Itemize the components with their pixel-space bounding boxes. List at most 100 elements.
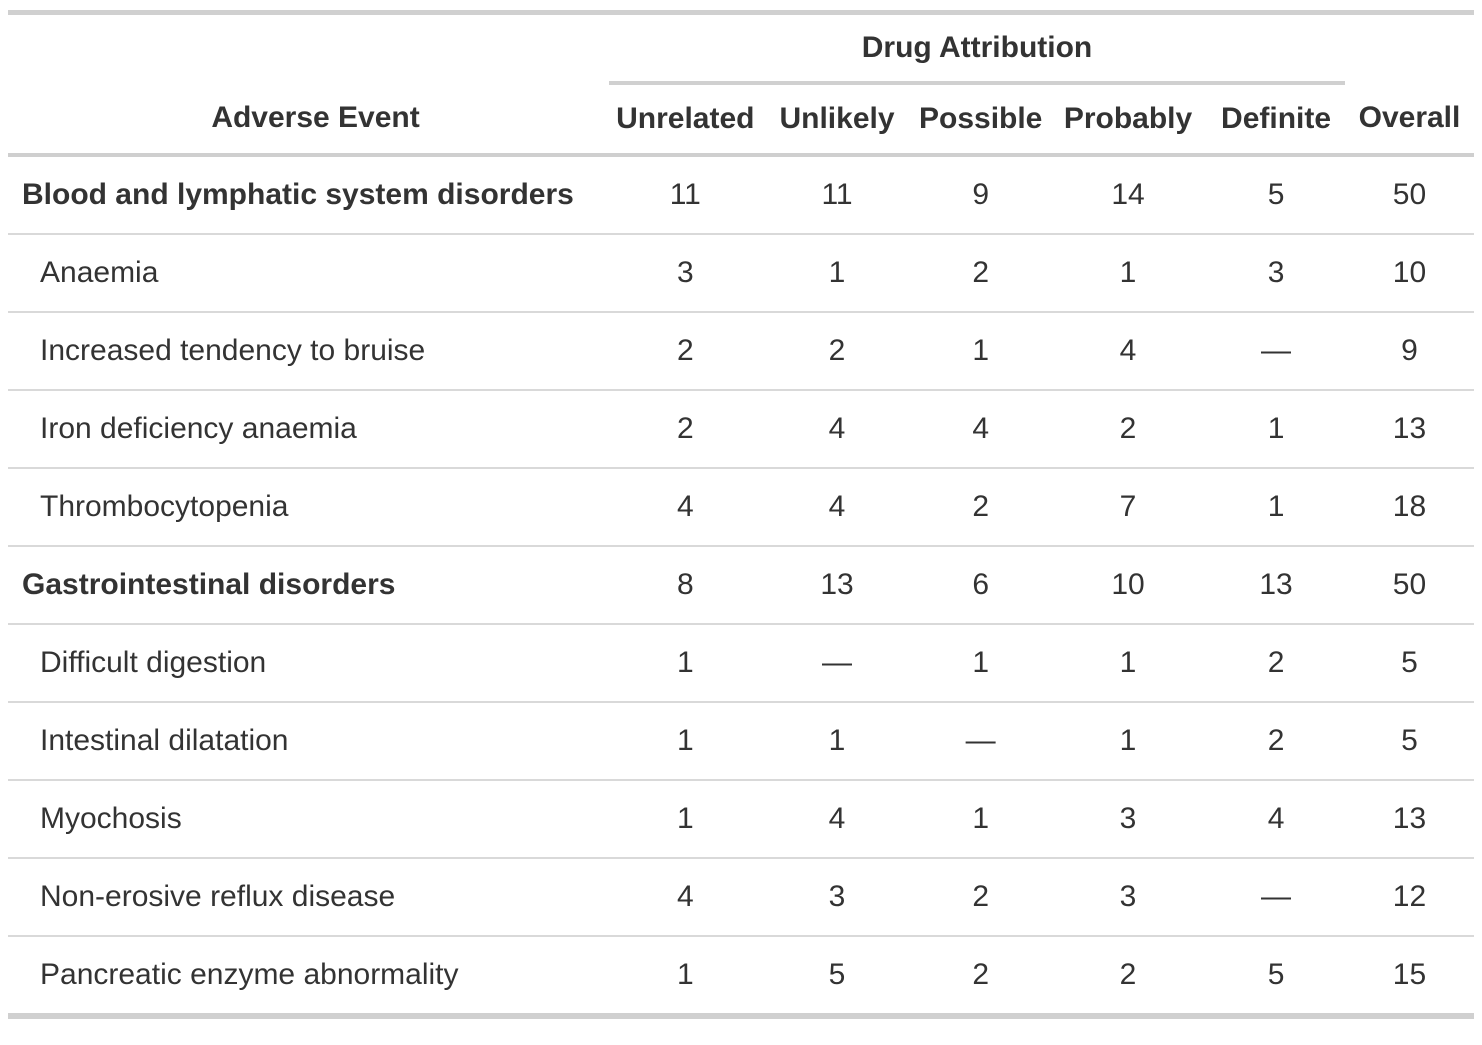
event-row: Myochosis 1 4 1 3 4 13 — [8, 779, 1474, 858]
cell-value: 1 — [1207, 389, 1345, 468]
row-label: Thrombocytopenia — [8, 467, 610, 546]
row-label: Iron deficiency anaemia — [8, 389, 610, 468]
spanner-row: Drug Attribution — [8, 12, 1474, 85]
cell-value: 10 — [1344, 233, 1474, 312]
row-label: Difficult digestion — [8, 623, 610, 702]
cell-value: 4 — [609, 857, 762, 936]
cell-value: 4 — [761, 779, 913, 858]
cell-value: 2 — [1207, 623, 1345, 702]
event-row: Pancreatic enzyme abnormality 1 5 2 2 5 15 — [8, 935, 1474, 1016]
cell-value: 1 — [912, 311, 1049, 390]
event-row: Increased tendency to bruise 2 2 1 4—9 — [8, 311, 1474, 390]
cell-value: 2 — [1048, 935, 1208, 1016]
cell-value: 2 — [761, 311, 913, 390]
cell-value: 11 — [669, 178, 701, 211]
row-label: Blood and lymphatic system disorders — [22, 178, 574, 211]
spanner-spacer-left — [8, 13, 609, 84]
row-label: Myochosis — [8, 779, 610, 858]
column-header-adverse-event: Adverse Event — [8, 83, 610, 157]
cell-value: 5 — [1207, 935, 1345, 1016]
cell-value: 4 — [761, 467, 913, 546]
cell-value: 9 — [1344, 311, 1474, 390]
row-label: Gastrointestinal disorders — [8, 545, 610, 624]
cell-value: — — [912, 701, 1049, 780]
adverse-events-table: Drug Attribution Adverse Event Unrelated… — [8, 10, 1474, 1019]
column-header-definite: Definite — [1207, 83, 1345, 157]
cell-value: 15 — [1344, 935, 1474, 1016]
cell-value: 1 — [1048, 233, 1208, 312]
cell-value: 1 — [609, 623, 762, 702]
cell-value: 3 — [1207, 233, 1345, 312]
cell-value: 4 — [1207, 779, 1345, 858]
cell-value: 1 — [609, 701, 762, 780]
cell-value: 9 — [972, 178, 990, 211]
group-row: Gastrointestinal disorders 8 13 6 10 13 50 — [8, 545, 1474, 624]
cell-value: 4 — [609, 467, 762, 546]
event-row: Iron deficiency anaemia 2 4 4 2 1 13 — [8, 389, 1474, 468]
cell-value: 7 — [1048, 467, 1208, 546]
event-row: Intestinal dilatation 1 1—1 2 5 — [8, 701, 1474, 780]
column-header-row: Adverse Event Unrelated Unlikely Possibl… — [8, 83, 1474, 157]
row-label: Non-erosive reflux disease — [8, 857, 610, 936]
cell-value: — — [1207, 857, 1345, 936]
cell-value: 13 — [761, 545, 913, 624]
cell-value: 3 — [761, 857, 913, 936]
column-header-overall: Overall — [1344, 83, 1474, 157]
cell-value: 1 — [609, 935, 762, 1016]
cell-value: 2 — [609, 311, 762, 390]
cell-value: 1 — [609, 779, 762, 858]
cell-value: 3 — [1048, 857, 1208, 936]
event-row: Anaemia 3 1 2 1 3 10 — [8, 233, 1474, 312]
column-header-possible: Possible — [912, 83, 1049, 157]
cell-value: 2 — [609, 389, 762, 468]
cell-value: 13 — [1344, 779, 1474, 858]
cell-value: 13 — [1344, 389, 1474, 468]
cell-value: 4 — [1048, 311, 1208, 390]
table-body: Blood and lymphatic system disorders 11 11… — [8, 155, 1474, 1016]
row-label: Anaemia — [8, 233, 610, 312]
cell-value: 50 — [1392, 178, 1427, 211]
cell-value: 14 — [1111, 178, 1145, 211]
cell-value: 4 — [912, 389, 1049, 468]
cell-value: 8 — [609, 545, 762, 624]
event-row: Difficult digestion 1—1 1 2 5 — [8, 623, 1474, 702]
cell-value: 2 — [1048, 389, 1208, 468]
cell-value: 1 — [1207, 467, 1345, 546]
cell-value: 50 — [1344, 545, 1474, 624]
cell-value: 6 — [912, 545, 1049, 624]
cell-value: 18 — [1344, 467, 1474, 546]
cell-value: 11 — [821, 178, 853, 211]
cell-value: 2 — [912, 467, 1049, 546]
drug-attribution-table: Drug Attribution Adverse Event Unrelated… — [8, 10, 1474, 1019]
event-row: Non-erosive reflux disease 4 3 2 3—12 — [8, 857, 1474, 936]
cell-value: 1 — [912, 779, 1049, 858]
column-header-probably: Probably — [1048, 83, 1208, 157]
group-row: Blood and lymphatic system disorders 11 11… — [8, 155, 1474, 234]
cell-value: 3 — [609, 233, 762, 312]
row-label: Intestinal dilatation — [8, 701, 610, 780]
row-label: Pancreatic enzyme abnormality — [8, 935, 610, 1016]
cell-value: 13 — [1207, 545, 1345, 624]
cell-value: 1 — [1048, 701, 1208, 780]
cell-value: 5 — [1344, 623, 1474, 702]
cell-value: 2 — [912, 233, 1049, 312]
column-header-unlikely: Unlikely — [761, 83, 913, 157]
cell-value: 10 — [1048, 545, 1208, 624]
cell-value: — — [761, 623, 913, 702]
column-header-unrelated: Unrelated — [609, 83, 762, 157]
cell-value: 4 — [761, 389, 913, 468]
cell-value: 2 — [912, 935, 1049, 1016]
spanner-spacer-right — [1345, 13, 1474, 84]
event-row: Thrombocytopenia 4 4 2 7 1 18 — [8, 467, 1474, 546]
row-label: Increased tendency to bruise — [8, 311, 610, 390]
cell-value: 2 — [1207, 701, 1345, 780]
cell-value: 1 — [1048, 623, 1208, 702]
cell-value: 1 — [761, 233, 913, 312]
cell-value: 1 — [761, 701, 913, 780]
spanner-cell: Drug Attribution — [609, 12, 1345, 85]
cell-value: 12 — [1344, 857, 1474, 936]
table-header: Drug Attribution Adverse Event Unrelated… — [8, 12, 1474, 157]
cell-value: 3 — [1048, 779, 1208, 858]
cell-value: 5 — [1344, 701, 1474, 780]
cell-value: — — [1207, 311, 1345, 390]
